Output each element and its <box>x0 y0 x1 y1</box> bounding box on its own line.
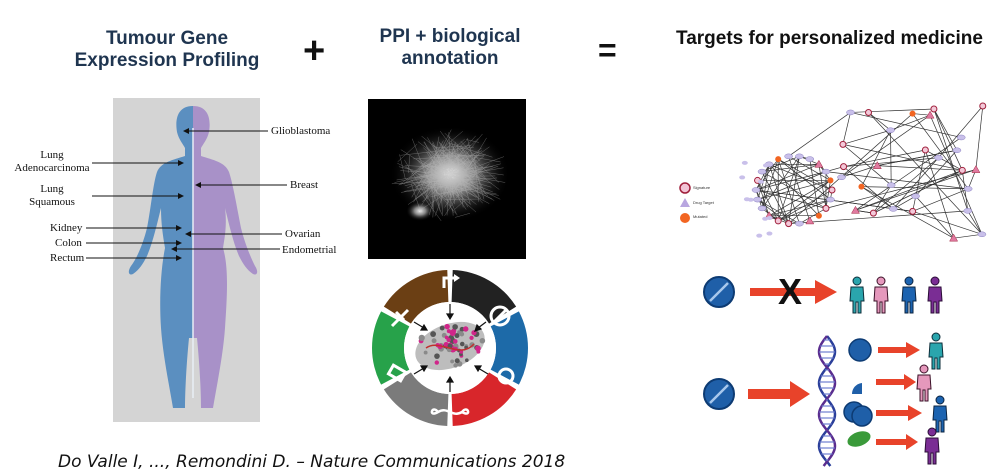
label-endometrial: Endometrial <box>282 244 337 256</box>
ppi-network-cloud <box>390 126 510 222</box>
targets-heading: Targets for personalized medicine <box>676 28 983 49</box>
body-silhouette <box>128 106 258 408</box>
body-right-half <box>193 106 258 408</box>
treatment-cross: X <box>778 271 803 312</box>
profiling-heading-line1: Tumour Gene <box>105 28 229 49</box>
legend-signature: Signature <box>693 185 711 190</box>
profiling-heading-line2: Expression Profiling <box>74 50 260 71</box>
equals-operator: = <box>598 32 617 68</box>
person-pink <box>873 276 889 314</box>
label-kidney: Kidney <box>50 222 83 234</box>
label-glioblastoma: Glioblastoma <box>271 125 331 137</box>
person-blue <box>901 276 917 314</box>
ppi-heading: PPI + biological annotation <box>360 26 540 70</box>
dna-icon <box>817 335 837 467</box>
pill-icon <box>702 275 736 309</box>
person-teal <box>849 276 865 314</box>
battery-icon <box>386 363 408 383</box>
red-arrow-2 <box>748 381 810 407</box>
citation: Do Valle I, ..., Remondini D. – Nature C… <box>58 452 566 472</box>
legend-mutated: Mutated <box>693 214 708 219</box>
pathway-wheel <box>372 270 528 426</box>
network-legend <box>679 182 691 223</box>
ppi-heading-line2: annotation <box>401 48 499 69</box>
body-left-half <box>128 106 193 408</box>
label-lung-squamous: Lung Squamous <box>12 183 92 209</box>
cell-icon <box>497 367 515 385</box>
legend-drug-target: Drug Target <box>693 200 714 205</box>
label-lung-adeno-1: Lung <box>40 149 64 161</box>
label-lung-adeno-2: Adenocarcinoma <box>14 162 90 174</box>
label-lung-squamous-2: Squamous <box>29 196 75 208</box>
label-ovarian: Ovarian <box>285 228 321 240</box>
no-entry-icon <box>489 305 511 327</box>
red-arrow <box>750 280 837 304</box>
label-lung-squamous-1: Lung <box>40 183 64 195</box>
infinity-icon <box>430 408 470 415</box>
treatment-panel <box>702 275 948 467</box>
target-network-graph <box>679 102 987 242</box>
ppi-heading-line1: PPI + biological <box>379 26 521 47</box>
label-colon: Colon <box>55 237 82 249</box>
growth-arrow-icon <box>442 276 458 288</box>
person-purple <box>927 276 943 314</box>
organ-arrows <box>86 128 287 261</box>
label-rectum: Rectum <box>50 252 85 264</box>
profiling-heading: Tumour Gene Expression Profiling <box>52 28 282 72</box>
label-lung-adenocarcinoma: Lung Adenocarcinoma <box>12 149 92 175</box>
label-breast: Breast <box>290 179 319 191</box>
plus-operator: + <box>303 30 326 72</box>
pill-icon-2 <box>702 377 736 411</box>
